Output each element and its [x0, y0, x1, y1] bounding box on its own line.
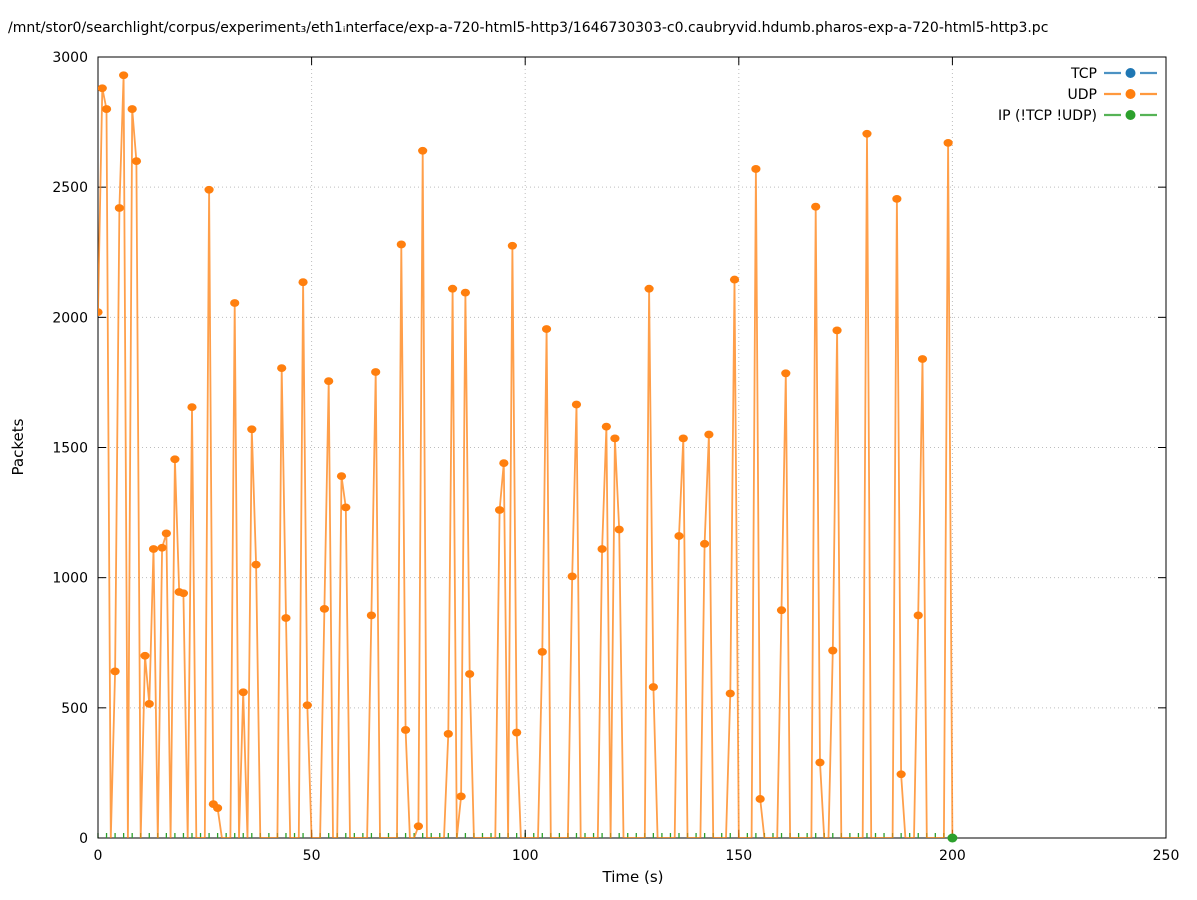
- udp-point-marker: [413, 822, 423, 831]
- udp-point-marker: [896, 770, 906, 779]
- udp-point-marker: [597, 545, 607, 553]
- x-tick-label: 0: [94, 848, 103, 864]
- udp-point-marker: [729, 275, 740, 284]
- udp-point-marker: [913, 611, 923, 620]
- x-tick-label: 50: [303, 848, 321, 864]
- udp-point-marker: [302, 701, 312, 710]
- udp-point-marker: [776, 606, 787, 615]
- udp-point-marker: [324, 377, 334, 386]
- udp-point-marker: [400, 726, 411, 734]
- udp-point-marker: [499, 459, 509, 468]
- udp-point-marker: [494, 506, 505, 514]
- udp-point-marker: [238, 688, 248, 697]
- udp-point-marker: [644, 284, 654, 293]
- legend-point-sample: [1125, 110, 1136, 120]
- y-tick-label: 500: [61, 701, 88, 717]
- udp-point-marker: [127, 105, 137, 113]
- udp-point-marker: [319, 605, 330, 613]
- legend-label-ip: IP (!TCP !UDP): [998, 108, 1097, 124]
- udp-point-marker: [781, 369, 791, 378]
- udp-point-marker: [507, 241, 517, 250]
- udp-point-marker: [251, 560, 261, 569]
- udp-point-marker: [114, 204, 124, 212]
- udp-point-marker: [148, 545, 159, 553]
- legend-point-sample: [1125, 89, 1136, 99]
- udp-point-marker: [537, 647, 547, 656]
- udp-point-marker: [298, 278, 308, 287]
- udp-point-marker: [230, 299, 240, 307]
- chart-title: /mnt/stor0/searchlight/corpus/experiment…: [8, 20, 1049, 36]
- udp-point-marker: [567, 572, 577, 581]
- udp-point-marker: [678, 434, 688, 443]
- udp-point-marker: [119, 71, 129, 80]
- x-tick-label: 150: [725, 848, 752, 864]
- udp-point-marker: [704, 430, 714, 439]
- udp-point-marker: [140, 651, 150, 660]
- y-tick-label: 2000: [52, 310, 88, 326]
- udp-point-marker: [144, 700, 154, 708]
- udp-point-marker: [751, 165, 761, 173]
- udp-point-marker: [110, 667, 120, 676]
- udp-point-marker: [281, 614, 291, 622]
- udp-point-marker: [456, 792, 466, 801]
- udp-point-marker: [815, 758, 825, 767]
- y-tick-label: 2500: [52, 180, 88, 196]
- udp-point-marker: [648, 683, 658, 691]
- ip-point-marker: [947, 833, 958, 843]
- udp-point-marker: [341, 503, 351, 512]
- udp-point-marker: [700, 539, 710, 548]
- udp-point-marker: [832, 326, 842, 335]
- udp-point-marker: [170, 455, 180, 464]
- udp-point-marker: [460, 288, 470, 297]
- udp-point-marker: [828, 646, 838, 655]
- x-tick-label: 200: [939, 848, 966, 864]
- udp-point-marker: [98, 84, 107, 93]
- udp-point-marker: [213, 804, 223, 812]
- udp-point-marker: [247, 425, 257, 434]
- udp-point-marker: [917, 355, 928, 363]
- udp-point-marker: [541, 325, 552, 333]
- udp-point-marker: [943, 139, 953, 147]
- udp-point-marker: [811, 202, 821, 211]
- y-tick-label: 0: [79, 831, 88, 847]
- udp-point-marker: [98, 308, 103, 317]
- udp-point-marker: [161, 529, 171, 538]
- udp-point-marker: [614, 525, 624, 534]
- udp-point-marker: [447, 284, 458, 293]
- udp-point-marker: [371, 368, 381, 376]
- y-tick-label: 1500: [52, 441, 88, 457]
- udp-point-marker: [396, 240, 406, 249]
- udp-point-marker: [892, 194, 902, 203]
- legend-label-udp: UDP: [1068, 87, 1097, 103]
- udp-point-marker: [204, 185, 214, 194]
- udp-point-marker: [512, 728, 522, 737]
- udp-point-marker: [178, 589, 189, 598]
- udp-point-marker: [336, 472, 347, 481]
- udp-point-marker: [131, 157, 142, 166]
- udp-point-marker: [755, 795, 765, 803]
- udp-point-marker: [862, 129, 872, 138]
- udp-point-marker: [725, 689, 735, 698]
- udp-point-marker: [465, 670, 475, 678]
- y-tick-label: 1000: [52, 571, 88, 587]
- udp-point-marker: [443, 729, 453, 738]
- legend-label-tcp: TCP: [1070, 66, 1097, 82]
- x-tick-label: 100: [512, 848, 539, 864]
- udp-point-marker: [277, 364, 287, 372]
- udp-point-marker: [101, 105, 112, 113]
- udp-point-marker: [157, 543, 167, 552]
- udp-point-marker: [610, 434, 620, 443]
- legend-point-sample: [1125, 68, 1136, 78]
- udp-point-marker: [601, 422, 611, 431]
- x-axis-label: Time (s): [602, 868, 664, 886]
- udp-point-marker: [571, 400, 582, 409]
- udp-point-marker: [187, 403, 197, 412]
- x-tick-label: 250: [1153, 848, 1180, 864]
- y-tick-label: 3000: [52, 50, 88, 66]
- udp-point-marker: [366, 611, 377, 620]
- udp-point-marker: [418, 146, 428, 155]
- udp-point-marker: [674, 532, 684, 540]
